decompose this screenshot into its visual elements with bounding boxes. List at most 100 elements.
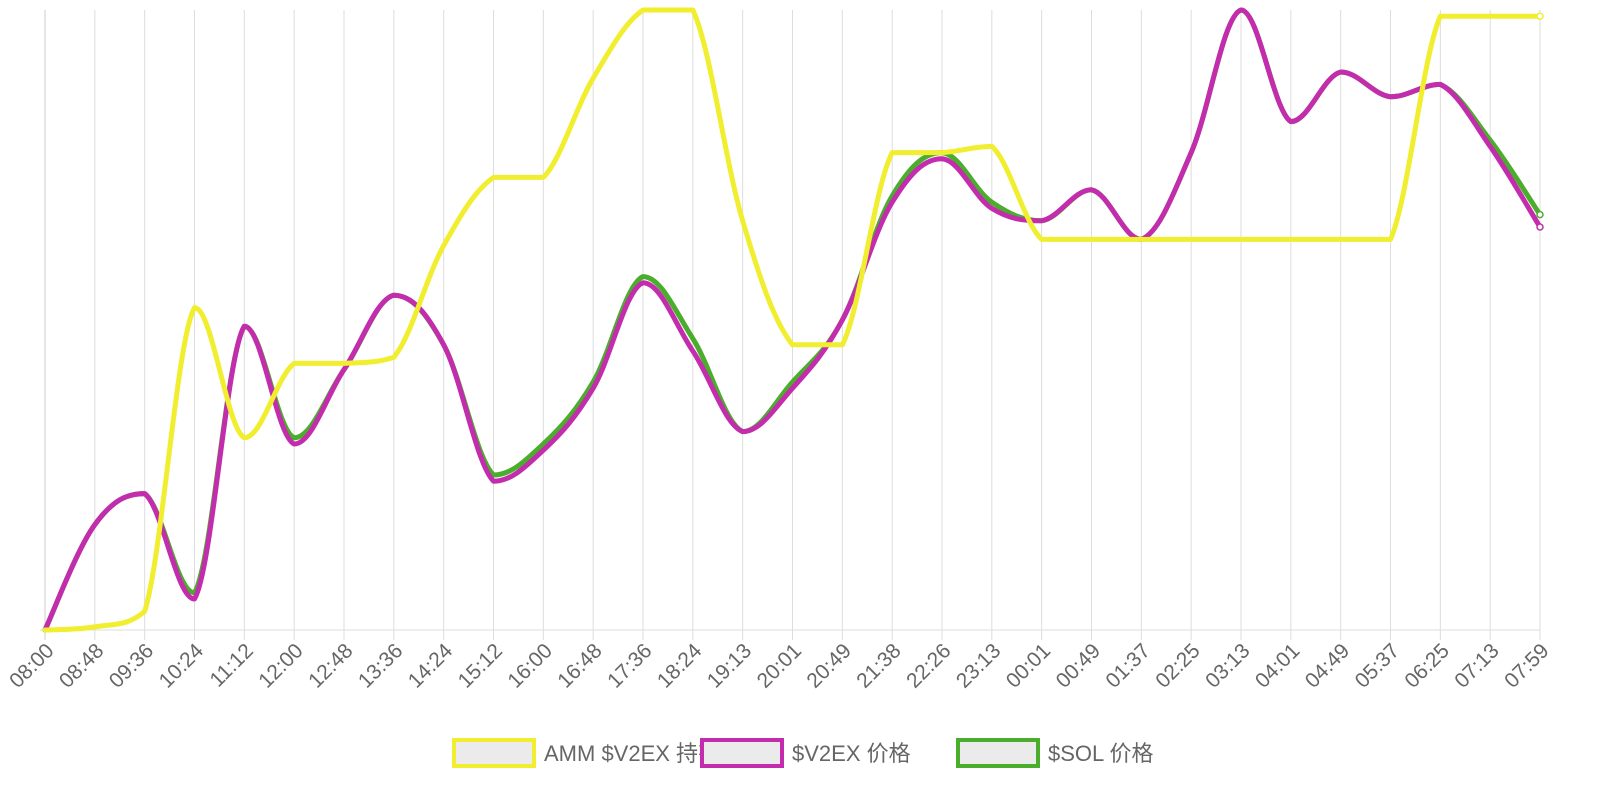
- data-point: [989, 206, 994, 211]
- series-layer: [42, 7, 1544, 633]
- legend-swatch: [700, 738, 784, 768]
- x-tick-label: 13:36: [354, 639, 407, 692]
- x-tick-label: 10:24: [155, 639, 209, 693]
- data-point: [1089, 237, 1094, 242]
- data-point: [690, 336, 695, 341]
- x-axis-tick-labels: 08:0008:4809:3610:2411:1212:0012:4813:36…: [5, 639, 1553, 693]
- grid-lines: [40, 10, 1541, 640]
- data-point: [192, 597, 197, 601]
- x-tick-label: 09:36: [105, 639, 158, 692]
- data-point: [142, 609, 147, 614]
- series-0: [42, 7, 1544, 633]
- legend-swatch: [956, 738, 1040, 768]
- x-tick-label: 22:26: [902, 639, 955, 692]
- data-point: [1438, 14, 1443, 19]
- data-point: [242, 435, 247, 440]
- data-point: [1438, 82, 1443, 87]
- data-point: [1189, 150, 1194, 155]
- data-point: [1039, 218, 1044, 223]
- data-point: [1536, 223, 1544, 231]
- series-line: [42, 7, 1543, 633]
- data-point: [342, 367, 346, 372]
- legend-item[interactable]: AMM $V2EX 持有量: [452, 738, 742, 768]
- data-point: [790, 380, 795, 384]
- x-tick-label: 07:59: [1500, 639, 1553, 692]
- legend-item[interactable]: $V2EX 价格: [700, 738, 911, 768]
- data-point: [690, 8, 695, 12]
- data-point: [940, 150, 944, 155]
- data-point: [92, 624, 97, 629]
- x-tick-label: 16:00: [503, 639, 556, 692]
- data-point: [292, 435, 297, 440]
- data-point: [491, 175, 496, 180]
- data-point: [1039, 237, 1044, 242]
- x-tick-label: 12:48: [304, 639, 357, 692]
- series-line: [42, 7, 1543, 633]
- x-tick-label: 00:01: [1002, 639, 1055, 692]
- data-point: [890, 150, 895, 155]
- legend-swatch: [452, 738, 536, 768]
- x-tick-label: 21:38: [852, 639, 905, 692]
- x-tick-label: 14:24: [404, 639, 458, 693]
- data-point: [1338, 70, 1343, 74]
- x-tick-label: 20:49: [802, 639, 855, 692]
- data-point: [840, 318, 845, 322]
- data-point: [740, 218, 745, 223]
- legend-label: $SOL 价格: [1048, 741, 1154, 766]
- data-point: [441, 342, 446, 347]
- data-point: [441, 243, 446, 248]
- data-point: [1089, 187, 1094, 192]
- data-point: [242, 324, 247, 329]
- data-point: [740, 429, 745, 434]
- data-point: [1189, 237, 1194, 242]
- data-point: [541, 175, 546, 180]
- data-point: [790, 342, 795, 347]
- data-point: [890, 200, 895, 205]
- data-point: [142, 491, 147, 496]
- data-point: [43, 628, 47, 632]
- data-point: [491, 479, 496, 484]
- x-tick-label: 02:25: [1151, 639, 1204, 692]
- data-point: [292, 442, 297, 446]
- x-tick-label: 12:00: [254, 639, 307, 692]
- legend-label: $V2EX 价格: [792, 741, 911, 766]
- data-point: [989, 144, 994, 149]
- data-point: [1288, 119, 1293, 124]
- data-point: [641, 274, 645, 279]
- x-tick-label: 03:13: [1201, 639, 1254, 692]
- x-tick-label: 11:12: [206, 639, 258, 691]
- data-point: [989, 200, 994, 205]
- data-point: [1488, 14, 1493, 19]
- series-1: [42, 7, 1544, 633]
- data-point: [1139, 237, 1144, 242]
- x-tick-label: 05:37: [1351, 639, 1404, 692]
- x-tick-label: 08:00: [5, 639, 58, 692]
- data-point: [1388, 94, 1393, 99]
- data-point: [790, 386, 795, 391]
- data-point: [1239, 8, 1243, 12]
- x-tick-label: 01:37: [1101, 639, 1154, 692]
- x-tick-label: 20:01: [753, 639, 806, 692]
- x-tick-label: 19:13: [703, 639, 756, 692]
- x-tick-label: 00:49: [1052, 639, 1105, 692]
- data-point: [1239, 237, 1243, 242]
- x-tick-label: 08:48: [55, 639, 108, 692]
- x-tick-label: 06:25: [1400, 639, 1453, 692]
- data-point: [192, 305, 197, 310]
- data-point: [641, 280, 645, 285]
- legend-item[interactable]: $SOL 价格: [956, 738, 1154, 768]
- legend: AMM $V2EX 持有量 $V2EX 价格 $SOL 价格: [452, 738, 1154, 768]
- x-tick-label: 15:12: [454, 639, 507, 692]
- data-point: [1288, 237, 1293, 242]
- data-point: [1388, 237, 1393, 242]
- x-tick-label: 17:36: [603, 639, 656, 692]
- data-point: [541, 442, 546, 446]
- data-point: [1488, 144, 1493, 149]
- x-tick-label: 07:13: [1450, 639, 1503, 692]
- data-point: [690, 349, 695, 353]
- data-point: [591, 76, 596, 81]
- data-point: [1338, 237, 1343, 242]
- data-point: [1536, 12, 1544, 20]
- data-point: [342, 361, 346, 366]
